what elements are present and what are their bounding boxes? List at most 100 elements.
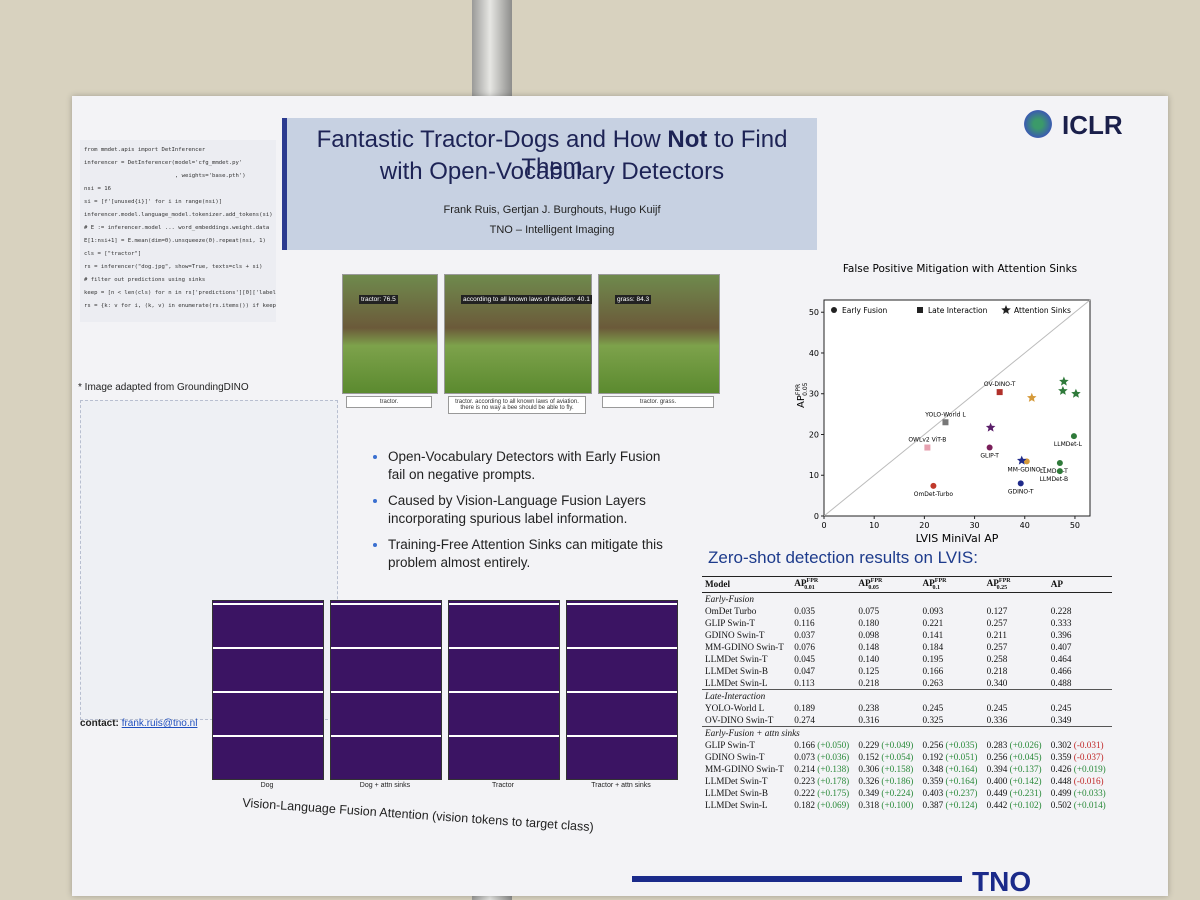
table-cell: 0.359 (-0.037) — [1048, 751, 1112, 763]
title-text: Fantastic Tractor-Dogs and How — [316, 126, 668, 153]
model-name: LLMDet Swin-T — [705, 775, 768, 786]
table-cell: 0.426 (+0.019) — [1048, 763, 1112, 775]
model-name: LLMDet Swin-B — [705, 787, 769, 798]
cell-delta: (-0.016) — [1073, 775, 1104, 786]
table-cell: 0.192 (+0.051) — [920, 751, 984, 763]
table-row: LLMDet Swin-B 0.047 0.125 0.166 0.218 0.466 — [702, 665, 1112, 677]
table-cell: 0.349 (+0.224) — [855, 787, 919, 799]
table-cell: 0.113 — [794, 677, 815, 688]
column-main: AP — [1050, 579, 1064, 590]
point — [1056, 468, 1063, 475]
table-cell: 0.394 (+0.137) — [984, 763, 1048, 775]
table-row: LLMDet Swin-T 0.223 (+0.178) 0.326 (+0.186… — [702, 775, 1112, 787]
cell-value: 0.426 — [1050, 763, 1072, 774]
column-sup: FPR — [998, 578, 1011, 584]
point — [985, 422, 996, 432]
results-table: Model APFPR0.01 APFPR0.05 APFPR0.1 APFPR0.25… — [702, 576, 1112, 811]
x-tick-label: 30 — [969, 521, 979, 530]
table-cell: 0.222 (+0.175) — [791, 787, 855, 799]
point — [924, 444, 931, 451]
cell-value: 0.152 — [858, 751, 880, 762]
y-tick-label: 20 — [809, 430, 819, 439]
point-label: OWLv2 ViT-B — [908, 437, 946, 444]
cell-delta: (+0.158) — [881, 763, 914, 774]
code-line: keep = [n < len(cls) for n in rs['predic… — [84, 290, 276, 296]
table-cell: 0.387 (+0.124) — [920, 799, 984, 811]
table-cell: 0.499 (+0.033) — [1048, 787, 1112, 799]
cell-value: 0.502 — [1050, 799, 1072, 810]
cell-delta: (+0.137) — [1009, 763, 1042, 774]
point — [1058, 385, 1068, 395]
heatmap-panel — [330, 600, 442, 780]
column-header: APFPR0.25 — [983, 576, 1048, 593]
cell-delta: (+0.035) — [945, 739, 978, 750]
code-line: # E := inferencer.model ... word_embeddi… — [84, 225, 270, 231]
cell-value: 0.256 — [986, 751, 1008, 762]
code-line: cls = ["tractor"] — [84, 251, 142, 257]
table-body: Early-Fusion OmDet Turbo 0.035 0.075 0.093 0.… — [702, 591, 1112, 811]
table-cell: 0.407 — [1050, 641, 1072, 652]
cell-value: 0.359 — [1050, 751, 1072, 762]
table-cell: 0.448 (-0.016) — [1048, 775, 1112, 787]
table-cell: 0.073 (+0.036) — [791, 751, 855, 763]
title: Fantastic Tractor-Dogs and How Not to Fi… — [287, 126, 817, 182]
y-tick-label: 10 — [809, 471, 819, 480]
cell-value: 0.166 — [794, 739, 815, 750]
table-row: GLIP Swin-T 0.116 0.180 0.221 0.257 0.333 — [702, 617, 1112, 629]
bullet: Open-Vocabulary Detectors with Early Fus… — [388, 448, 678, 484]
model-name: OmDet Turbo — [705, 605, 757, 616]
model-name: MM-GDINO Swin-T — [705, 641, 784, 652]
example-photo: according to all known laws of aviation:… — [444, 274, 592, 394]
x-axis-label: LVIS MiniVal AP — [916, 532, 999, 545]
legend-label: Attention Sinks — [1014, 306, 1071, 315]
table-cell: 0.098 — [858, 629, 880, 640]
cell-value: 0.348 — [922, 763, 944, 774]
table-cell: 0.274 — [794, 714, 815, 725]
table-cell: 0.325 — [922, 714, 944, 725]
y-tick-label: 30 — [809, 390, 819, 399]
cell-delta: (+0.164) — [945, 775, 978, 786]
scatter-plot: False Positive Mitigation with Attention… — [795, 263, 1091, 545]
table-cell: 0.466 — [1050, 665, 1072, 676]
heatmap-panel — [212, 600, 324, 780]
table-row: GLIP Swin-T 0.166 (+0.050) 0.229 (+0.049) 0… — [702, 739, 1112, 751]
table-cell: 0.221 — [922, 617, 944, 628]
cell-value: 0.359 — [922, 775, 944, 786]
header-row: Model APFPR0.01 APFPR0.05 APFPR0.1 APFPR0.25… — [702, 576, 1112, 593]
point-label: GLIP-T — [980, 453, 999, 460]
legend-label: Early Fusion — [842, 306, 888, 315]
heatmap-panel — [448, 600, 560, 780]
code-line: , weights='base.pth') — [84, 173, 246, 179]
example-photo: tractor: 76.5 — [342, 274, 438, 394]
point — [986, 444, 993, 451]
table-cell: 0.195 — [922, 653, 944, 664]
table-cell: 0.093 — [922, 605, 944, 616]
cell-delta: (+0.054) — [881, 751, 914, 762]
cell-delta: (+0.224) — [881, 787, 914, 798]
table-cell: 0.257 — [986, 641, 1008, 652]
table-cell: 0.263 — [922, 677, 944, 688]
table-row: GDINO Swin-T 0.073 (+0.036) 0.152 (+0.054)… — [702, 751, 1112, 763]
model-name: YOLO-World L — [705, 702, 765, 713]
table-cell: 0.256 (+0.035) — [920, 739, 984, 751]
heatmap-label: Dog + attn sinks — [359, 782, 411, 789]
table-cell: 0.045 — [794, 653, 815, 664]
model-name: LLMDet Swin-L — [705, 677, 768, 688]
column-sub: 0.01 — [804, 584, 815, 591]
table-cell: 0.229 (+0.049) — [855, 739, 919, 751]
table-cell: 0.464 — [1050, 653, 1072, 664]
column-main: AP — [858, 578, 871, 589]
column-sup: FPR — [806, 578, 819, 584]
table-cell: 0.302 (-0.031) — [1048, 739, 1112, 751]
column-header: AP — [1047, 576, 1112, 593]
cell-delta: (+0.050) — [817, 739, 850, 750]
cell-value: 0.400 — [986, 775, 1008, 786]
point — [1070, 433, 1077, 440]
cell-delta: (+0.036) — [817, 751, 850, 762]
contact-label: contact: — [80, 718, 119, 729]
example-caption: tractor. grass. — [602, 396, 714, 408]
table-cell: 0.306 (+0.158) — [855, 763, 919, 775]
table-cell: 0.340 — [986, 677, 1008, 688]
model-name: LLMDet Swin-T — [705, 653, 768, 664]
